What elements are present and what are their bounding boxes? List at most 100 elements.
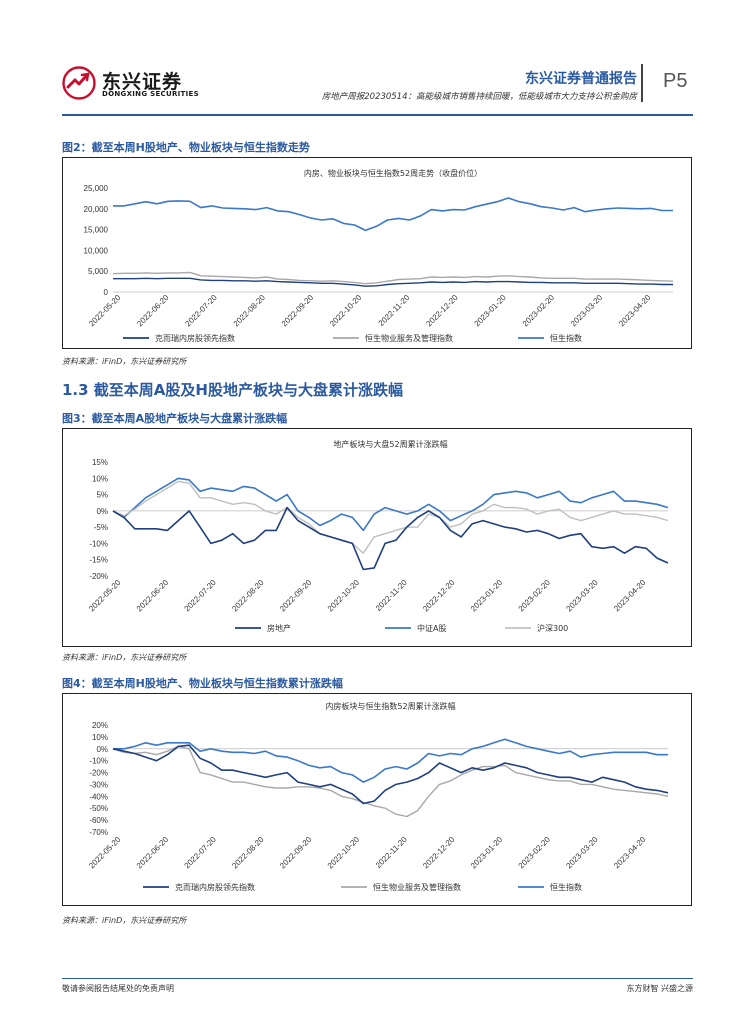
figure3-source: 资料来源：iFinD，东兴证券研究所 [62, 653, 187, 662]
x-tick-label: 2022-11-20 [374, 578, 409, 613]
x-tick-label: 2022-07-20 [183, 293, 219, 329]
y-tick-label: 10,000 [84, 246, 109, 255]
y-tick-label: 25,000 [84, 184, 109, 193]
legend-label: 克而瑞内房股领先指数 [175, 882, 255, 892]
page-number: P5 [663, 70, 688, 92]
figure3-title: 图3：截至本周A股地产板块与大盘累计涨跌幅 [62, 412, 288, 425]
y-tick-label: -15% [89, 556, 108, 565]
figure4-title: 图4：截至本周H股地产、物业板块与恒生指数累计涨跌幅 [62, 677, 343, 690]
series-line [113, 738, 668, 783]
footer-rule [62, 978, 693, 979]
y-tick-label: -5% [94, 523, 108, 532]
series-line [112, 506, 669, 571]
y-tick-label: 15,000 [84, 226, 109, 235]
x-tick-label: 2022-05-20 [87, 293, 123, 329]
y-tick-label: 0 [104, 288, 109, 297]
y-tick-label: -50% [89, 804, 108, 813]
x-tick-label: 2023-01-20 [469, 578, 505, 614]
legend-label: 恒生指数 [550, 333, 582, 343]
series-line [112, 480, 669, 554]
y-tick-label: -20% [89, 572, 108, 581]
x-tick-label: 2022-08-20 [230, 835, 266, 871]
logo-text-cn: 东兴证券 [102, 71, 183, 93]
figure2-title: 图2：截至本周H股地产、物业板块与恒生指数走势 [62, 141, 310, 154]
x-tick-label: 2023-04-20 [617, 293, 653, 329]
legend-label: 房地产 [267, 623, 291, 633]
figure2-svg: 内房、物业板块与恒生指数52周走势（收盘价位） 0 5,000 10,000 15,00… [84, 168, 674, 343]
y-tick-label: -40% [89, 792, 108, 801]
legend-label: 恒生指数 [550, 882, 582, 892]
footer-disclaimer: 敬请参阅报告结尾处的免责声明 [62, 984, 174, 993]
y-tick-label: -20% [89, 769, 108, 778]
chart-title: 内房、物业板块与恒生指数52周走势（收盘价位） [304, 168, 482, 178]
series-line [113, 277, 673, 287]
series-line [112, 745, 669, 818]
series-line [112, 271, 674, 285]
series-line [112, 477, 669, 532]
figure2-source: 资料来源：iFinD，东兴证券研究所 [62, 357, 187, 366]
x-tick-label: 2022-05-20 [87, 835, 123, 871]
y-tick-label: -10% [89, 539, 108, 548]
legend-label: 沪深300 [537, 623, 568, 633]
x-tick-label: 2022-10-20 [326, 578, 362, 614]
x-tick-label: 2022-12-20 [424, 293, 460, 329]
dongxing-logo-icon [62, 66, 96, 100]
figure3-chart: 地产板块与大盘52周累计涨跌幅 -20% -15% -10% -5% 0% 5% 10% 15%… [62, 428, 692, 647]
y-tick-label: 10% [92, 733, 108, 742]
figure4-chart: 内房板块与恒生指数52周累计涨跌幅 -70% -60% -50% -40% -30% -20… [62, 693, 692, 906]
x-tick-label: 2022-12-20 [421, 835, 457, 871]
x-tick-label: 2022-10-20 [326, 835, 362, 871]
figure2-chart: 内房、物业板块与恒生指数52周走势（收盘价位） 0 5,000 10,000 15,00… [62, 157, 692, 349]
y-tick-label: 0% [96, 507, 108, 516]
x-tick-label: 2022-10-20 [328, 293, 364, 329]
x-tick-label: 2023-04-20 [612, 578, 648, 614]
x-tick-label: 2023-02-20 [517, 835, 553, 871]
chart-title: 地产板块与大盘52周累计涨跌幅 [333, 439, 447, 449]
x-tick-label: 2023-04-20 [612, 835, 648, 871]
y-tick-label: 5,000 [88, 267, 109, 276]
x-tick-label: 2023-03-20 [569, 293, 605, 329]
y-tick-label: 20,000 [84, 205, 109, 214]
x-tick-label: 2022-09-20 [278, 835, 314, 871]
footer-slogan: 东方财智 兴盛之源 [626, 984, 693, 993]
x-tick-label: 2022-05-20 [87, 578, 123, 614]
x-tick-label: 2023-02-20 [517, 578, 553, 614]
x-tick-label: 2022-07-20 [183, 835, 219, 871]
x-tick-label: 2022-09-20 [280, 293, 316, 329]
report-type-title: 东兴证券普通报告 [525, 71, 637, 87]
x-tick-label: 2022-12-20 [421, 578, 457, 614]
header-rule [62, 114, 693, 116]
y-tick-label: -70% [89, 828, 108, 837]
legend-label: 克而瑞内房股领先指数 [155, 333, 235, 343]
page-header: 东兴证券 DONGXING SECURITIES 东兴证券普通报告 房地产周报2… [0, 0, 755, 118]
legend-label: 恒生物业服务及管理指数 [373, 882, 461, 892]
x-tick-label: 2022-06-20 [135, 293, 171, 329]
legend-label: 恒生物业服务及管理指数 [365, 333, 453, 343]
y-tick-label: 20% [92, 721, 108, 730]
series-line [113, 197, 673, 232]
report-subtitle: 房地产周报20230514：高能级城市销售持续回暖，低能级城市大力支持公积金购房 [321, 92, 637, 102]
y-tick-label: -30% [89, 780, 108, 789]
x-tick-label: 2022-07-20 [183, 578, 219, 614]
logo-text-en: DONGXING SECURITIES [102, 90, 199, 98]
x-tick-label: 2023-03-20 [564, 578, 600, 614]
x-tick-label: 2022-06-20 [135, 578, 171, 614]
y-tick-label: -10% [89, 757, 108, 766]
x-tick-label: 2022-09-20 [278, 578, 314, 614]
y-tick-label: 5% [96, 491, 108, 500]
header-divider [641, 64, 643, 102]
figure4-svg: 内房板块与恒生指数52周累计涨跌幅 -70% -60% -50% -40% -30% -20… [87, 701, 669, 892]
legend-label: 中证A股 [417, 623, 446, 633]
x-tick-label: 2022-08-20 [232, 293, 268, 329]
x-tick-label: 2023-03-20 [564, 835, 600, 871]
x-tick-label: 2022-08-20 [230, 578, 266, 614]
x-tick-label: 2023-01-20 [469, 835, 505, 871]
y-tick-label: 10% [92, 474, 108, 483]
figure4-source: 资料来源：iFinD，东兴证券研究所 [62, 916, 187, 925]
x-tick-label: 2023-01-20 [473, 293, 509, 329]
y-tick-label: 15% [92, 458, 108, 467]
x-tick-label: 2022-11-20 [377, 293, 412, 328]
section-title: 1.3 截至本周A股及H股地产板块与大盘累计涨跌幅 [62, 381, 403, 399]
figure3-svg: 地产板块与大盘52周累计涨跌幅 -20% -15% -10% -5% 0% 5% 10% 15%… [87, 439, 669, 633]
chart-title: 内房板块与恒生指数52周累计涨跌幅 [325, 701, 455, 711]
